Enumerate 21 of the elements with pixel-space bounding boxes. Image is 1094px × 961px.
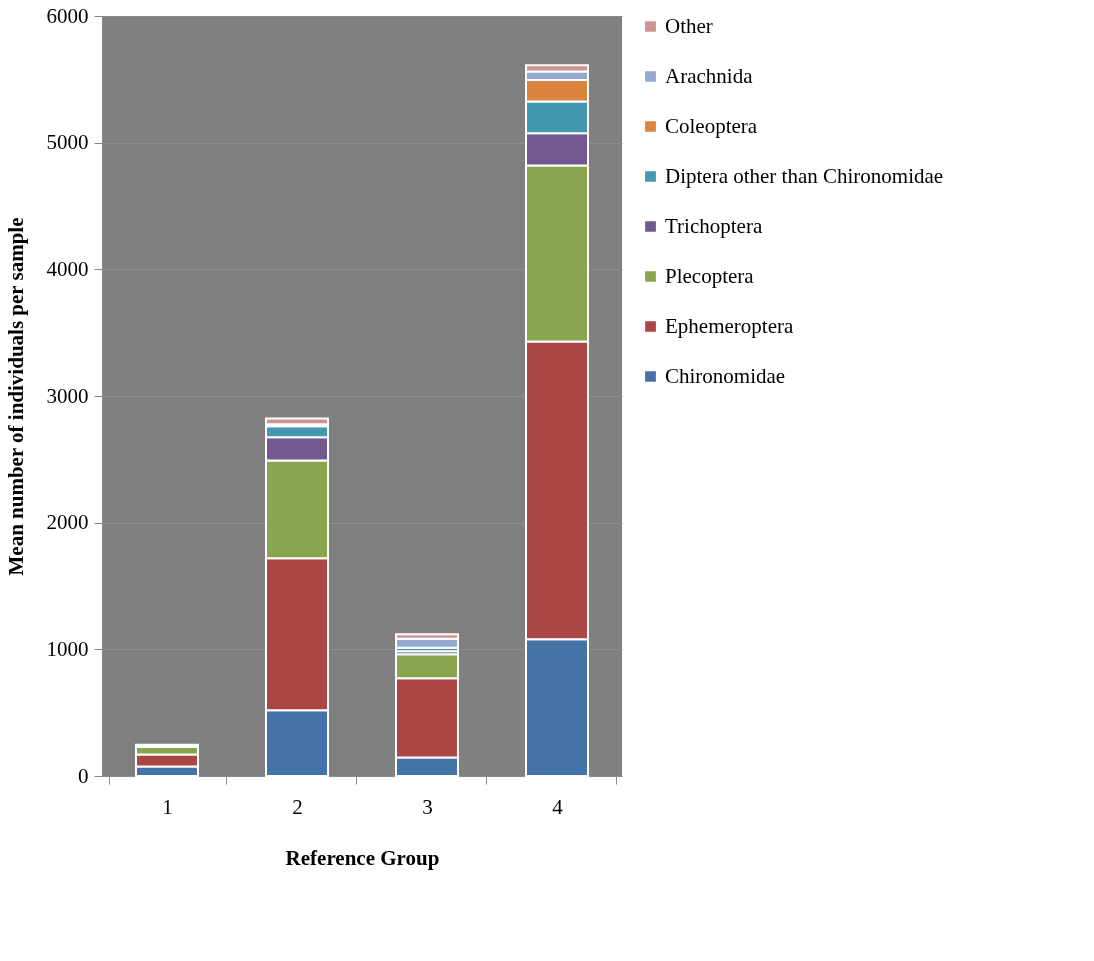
- y-tick-label: 5000: [46, 130, 89, 155]
- y-tick-label: 3000: [46, 383, 89, 408]
- x-tick-label: 3: [422, 794, 433, 819]
- x-axis-title: Reference Group: [285, 845, 440, 870]
- y-tick-label: 1000: [46, 636, 89, 661]
- y-tick-label: 0: [78, 763, 89, 788]
- legend-label: Diptera other than Chironomidae: [665, 163, 944, 188]
- y-axis-title: Mean number of individuals per sample: [3, 217, 28, 576]
- x-tick-label: 1: [162, 794, 173, 819]
- x-tick-label: 4: [552, 794, 564, 819]
- legend-label: Chironomidae: [665, 363, 786, 388]
- legend-label: Trichoptera: [665, 213, 763, 238]
- legend-label: Plecoptera: [665, 263, 755, 288]
- legend-label: Coleoptera: [665, 113, 758, 138]
- y-tick-label: 2000: [46, 510, 89, 535]
- y-tick-label: 6000: [46, 3, 89, 28]
- legend-label: Ephemeroptera: [665, 313, 794, 338]
- legend-label: Arachnida: [665, 63, 754, 88]
- x-tick-label: 2: [292, 794, 303, 819]
- legend-label: Other: [665, 13, 713, 38]
- y-tick-label: 4000: [46, 256, 89, 281]
